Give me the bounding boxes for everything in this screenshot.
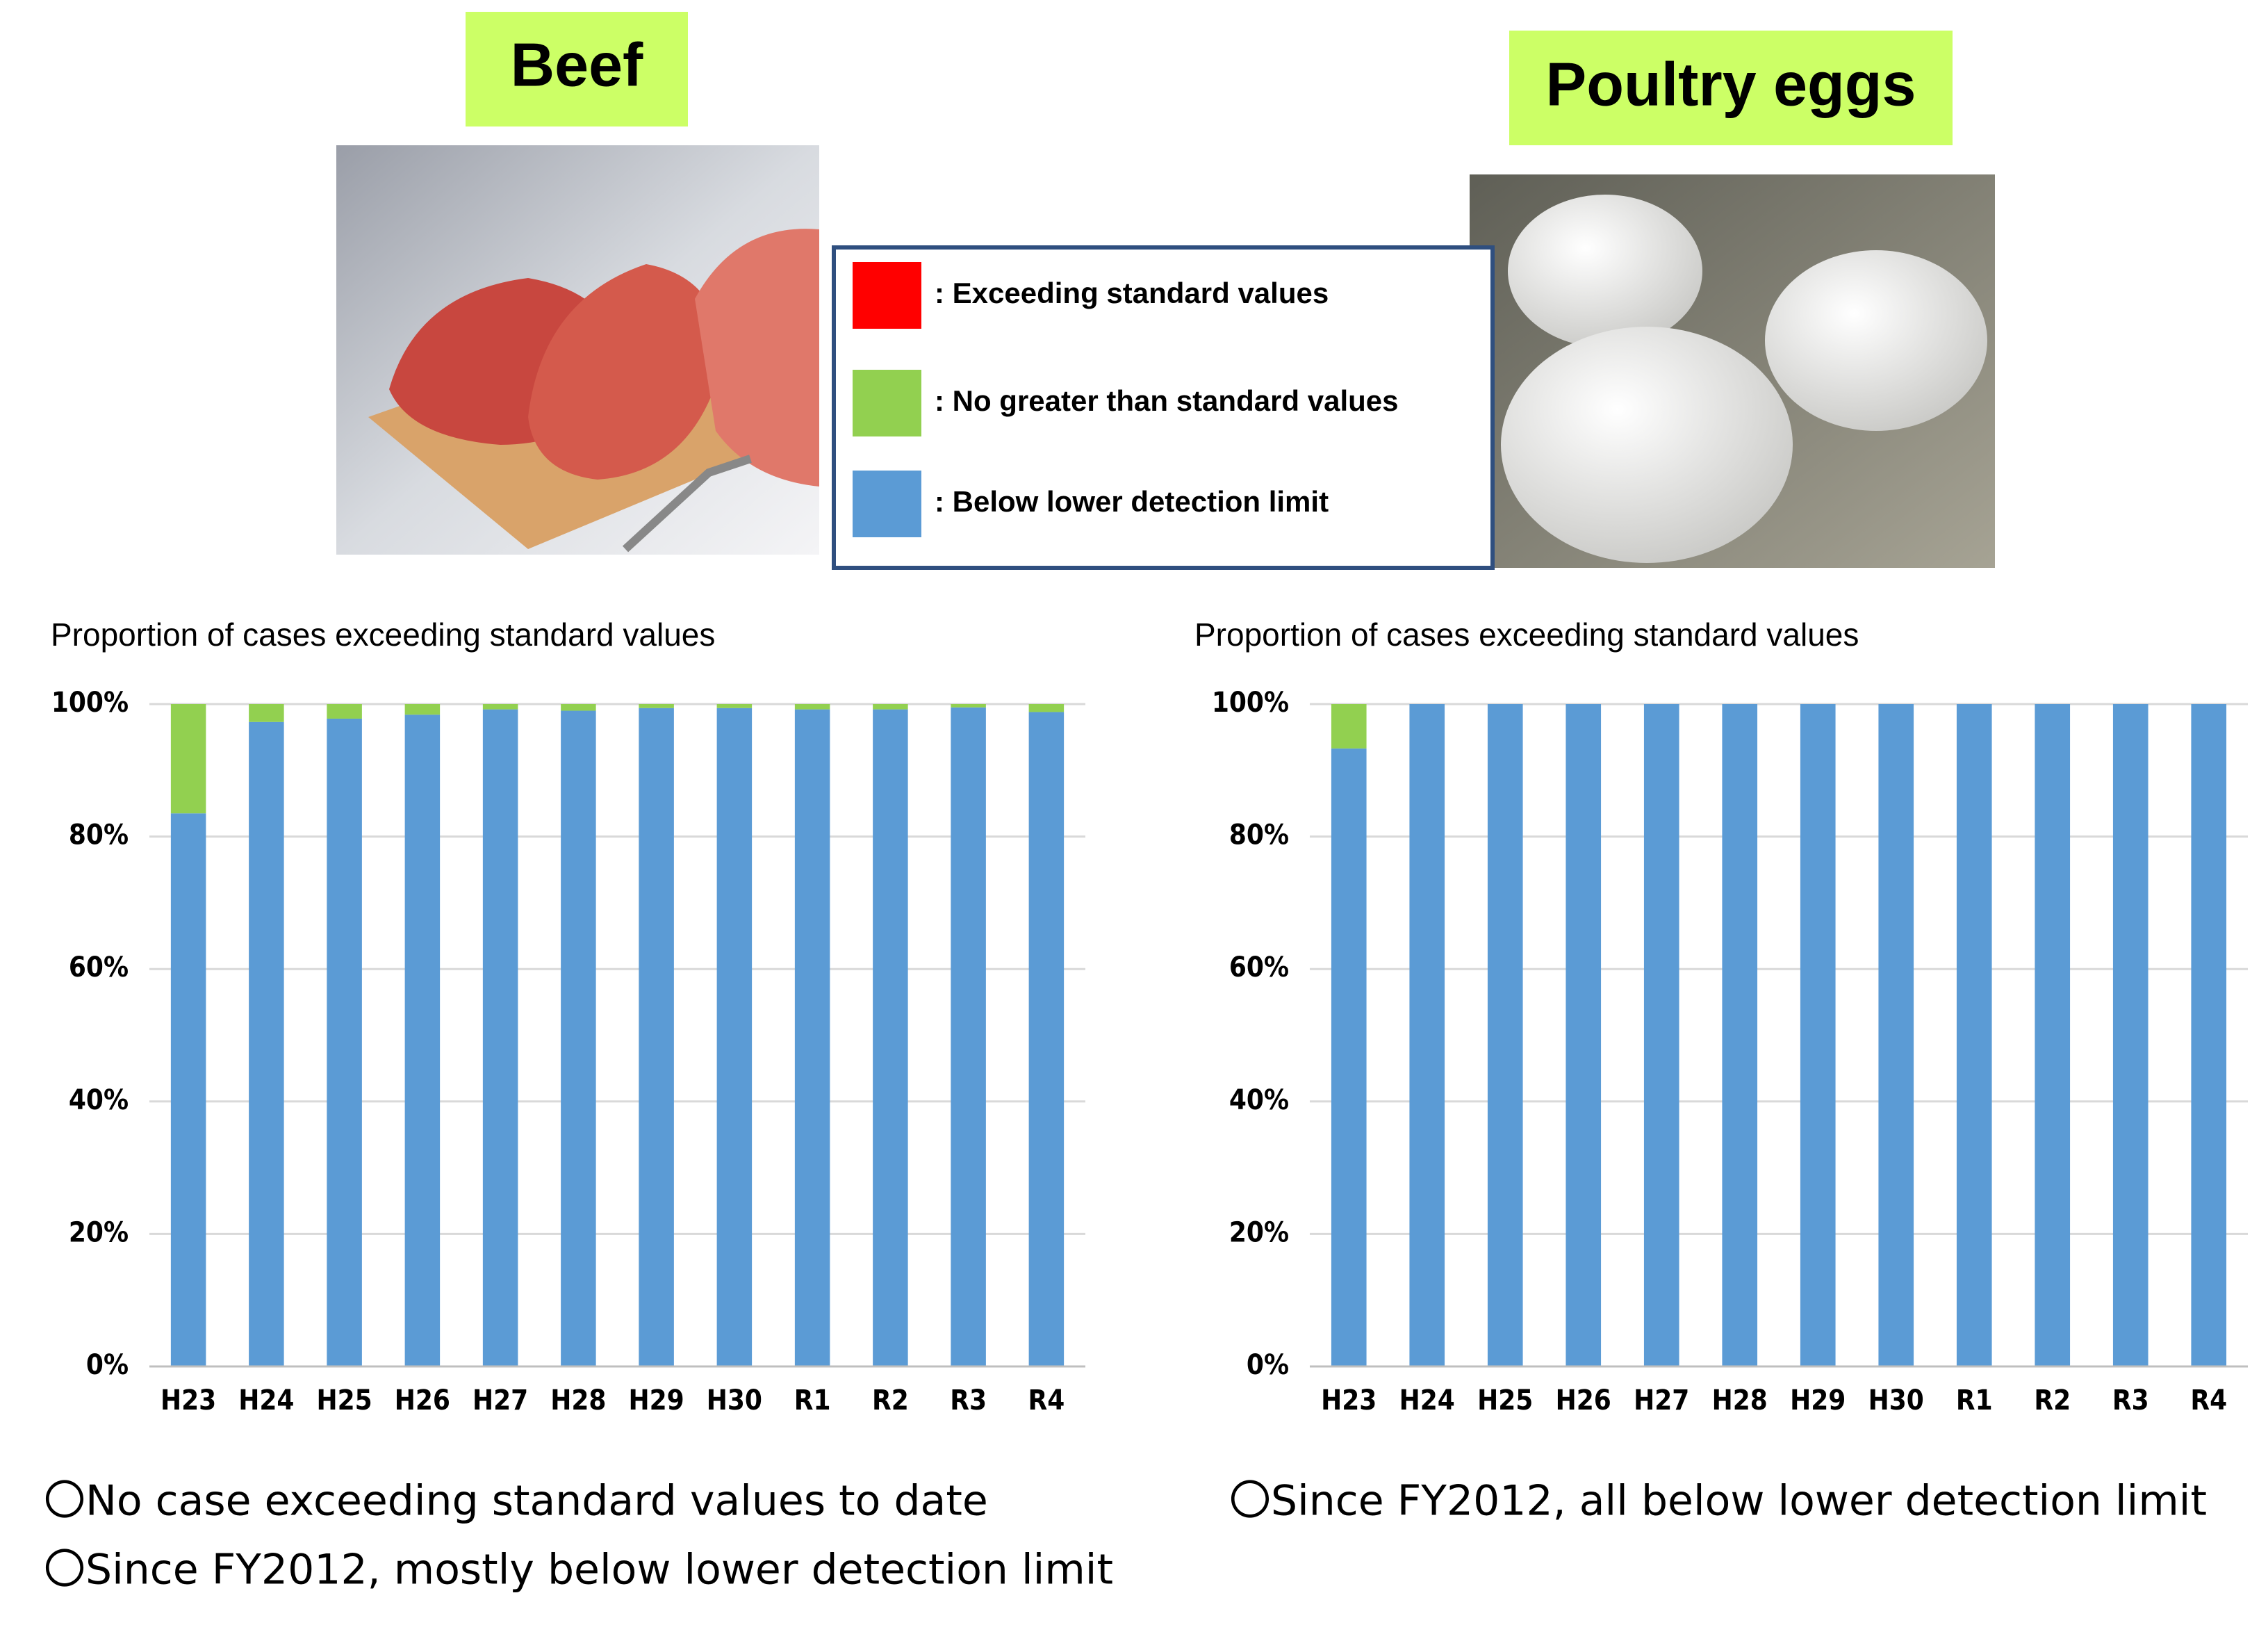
bar-segment [873,704,908,710]
y-tick-label: 60% [1229,952,1289,983]
bar-segment [873,709,908,1366]
header-title: Beef [511,30,643,99]
x-tick-label: R4 [1028,1385,1065,1416]
bar-segment [1331,704,1367,749]
bar-segment [1409,704,1445,1366]
x-tick-label: H28 [550,1385,606,1416]
bar-segment [794,709,830,1366]
y-tick-label: 20% [1229,1216,1289,1248]
legend-swatch [853,370,921,436]
y-tick-label: 80% [69,819,129,851]
bar-segment [249,721,284,1366]
x-tick-label: H24 [238,1385,294,1416]
bar-segment [2191,704,2227,1366]
bar-segment [170,704,206,814]
bar-segment [1028,712,1065,1366]
y-tick-label: 0% [1247,1349,1289,1381]
bar-segment [951,707,986,1366]
note: 〇Since FY2012, all below lower detection… [1229,1477,2207,1526]
bar-segment [1331,748,1367,1366]
legend-swatch [853,471,921,537]
y-tick-label: 100% [51,687,129,719]
bar-segment [639,708,674,1366]
bar-segment [404,714,441,1366]
legend-label: : Below lower detection limit [935,485,1329,518]
x-tick-label: H29 [1790,1385,1846,1416]
x-tick-label: H27 [472,1385,528,1416]
egg-photo [1470,174,1995,568]
y-tick-label: 80% [1229,819,1289,851]
bar-segment [2112,704,2148,1366]
x-tick-label: H23 [161,1385,216,1416]
x-tick-label: R1 [794,1385,831,1416]
bar-segment [561,704,596,711]
x-tick-label: H26 [1556,1385,1611,1416]
chart-subtitle: Proportion of cases exceeding standard v… [1194,616,1859,653]
bar-segment [716,704,753,708]
x-tick-label: R3 [2112,1385,2149,1416]
y-tick-label: 100% [1212,687,1289,719]
bar-segment [1487,704,1523,1366]
y-tick-label: 40% [69,1084,129,1116]
bar-segment [1566,704,1602,1366]
bar-segment [639,704,674,708]
bar-segment [1878,704,1914,1366]
bar-segment [1800,704,1836,1366]
bar-segment [170,813,206,1366]
bar-segment [716,708,753,1366]
legend-box [832,245,1495,570]
x-tick-label: H26 [395,1385,450,1416]
bar-segment [327,718,362,1366]
bar-segment [794,704,830,710]
x-tick-label: R3 [950,1385,987,1416]
legend-label: : Exceeding standard values [935,277,1329,309]
bar-segment [1722,704,1758,1366]
chart-subtitle: Proportion of cases exceeding standard v… [51,616,715,653]
y-tick-label: 0% [86,1349,129,1381]
note: 〇No case exceeding standard values to da… [44,1477,988,1526]
bar-segment [482,704,518,710]
bar-segment [951,704,986,708]
x-tick-label: H27 [1634,1385,1689,1416]
bar-segment [1956,704,1992,1366]
y-tick-label: 60% [69,952,129,983]
x-tick-label: R2 [872,1385,909,1416]
x-tick-label: H23 [1321,1385,1377,1416]
note: 〇Since FY2012, mostly below lower detect… [44,1546,1113,1594]
bar-segment [404,704,441,715]
y-tick-label: 20% [69,1216,129,1248]
beef-photo [336,145,819,555]
legend-swatch [853,262,921,329]
legend: : Exceeding standard values : No greater … [853,262,1399,537]
x-tick-label: H28 [1712,1385,1768,1416]
bar-segment [561,710,596,1366]
x-tick-label: H25 [1477,1385,1533,1416]
x-tick-label: H24 [1399,1385,1455,1416]
bar-segment [327,704,362,719]
x-tick-label: H25 [317,1385,372,1416]
x-tick-label: R4 [2190,1385,2227,1416]
header-title: Poultry eggs [1546,49,1916,118]
bar-segment [2035,704,2071,1366]
bar-segment [1028,704,1065,712]
bar-segment [1643,704,1679,1366]
x-tick-label: H30 [707,1385,762,1416]
x-tick-label: R2 [2034,1385,2071,1416]
y-tick-label: 40% [1229,1084,1289,1116]
bar-segment [482,709,518,1366]
x-tick-label: H29 [629,1385,684,1416]
bar-segment [249,704,284,722]
x-tick-label: R1 [1956,1385,1993,1416]
x-tick-label: H30 [1868,1385,1924,1416]
legend-label: : No greater than standard values [935,384,1399,417]
header-box [1509,31,1953,145]
header-box [466,12,688,126]
charts: Proportion of cases exceeding standard v… [44,616,2248,1594]
